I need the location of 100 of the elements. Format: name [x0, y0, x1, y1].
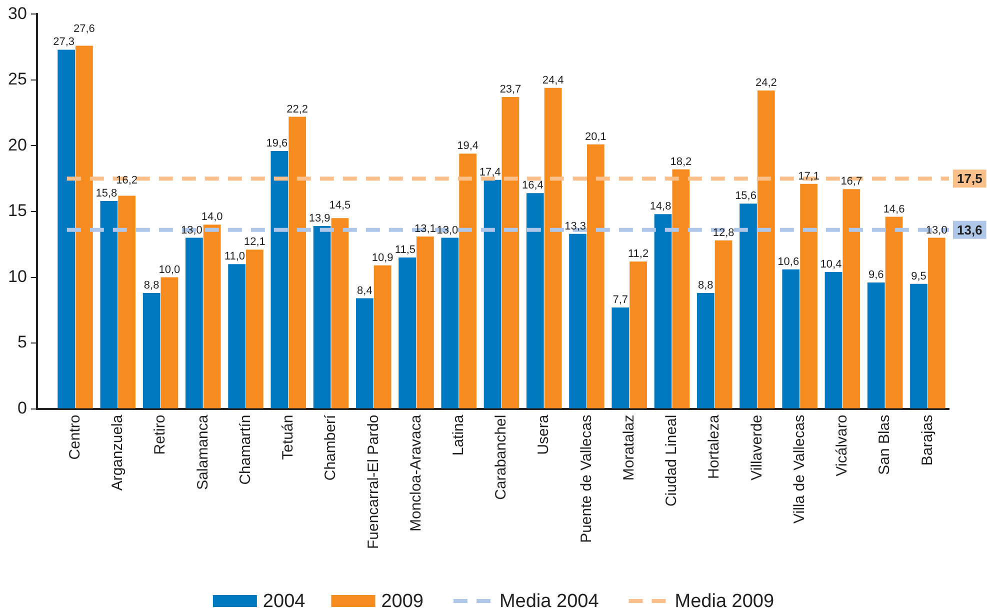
- x-tick-label: Villaverde: [748, 414, 766, 480]
- x-tick-label: Tetuán: [280, 414, 297, 460]
- data-label: 17,1: [798, 170, 820, 182]
- y-tick-label: 0: [17, 398, 27, 418]
- x-tick-label: Barajas: [918, 414, 936, 466]
- data-label: 13,1: [414, 223, 436, 236]
- y-tick-label: 25: [8, 70, 27, 89]
- bar: [441, 238, 459, 408]
- data-label: 11,5: [394, 244, 416, 256]
- bar: [842, 189, 860, 408]
- bar: [782, 269, 800, 408]
- y-tick-label: 10: [8, 266, 27, 286]
- data-label: 27,3: [53, 36, 75, 48]
- x-tick-label: Ciudad Lineal: [663, 414, 680, 507]
- data-label: 16,4: [522, 180, 544, 192]
- bar: [142, 293, 160, 408]
- bar: [288, 116, 306, 408]
- bar: [186, 238, 203, 408]
- bar: [58, 50, 75, 408]
- legend-label: Media 2009: [674, 591, 774, 612]
- data-label: 8,8: [144, 280, 160, 292]
- bar: [586, 144, 604, 408]
- text: 13,6: [957, 222, 982, 238]
- bar: [740, 204, 757, 408]
- data-label: 11,2: [628, 248, 649, 260]
- data-label: 8,8: [698, 280, 714, 292]
- bar: [714, 240, 732, 408]
- bar: [630, 261, 647, 408]
- bar: [910, 284, 928, 408]
- data-label: 18,2: [670, 156, 692, 168]
- data-label: 14,6: [883, 203, 905, 216]
- bar: [398, 258, 416, 408]
- x-tick-label: Chamartín: [236, 414, 254, 485]
- bar: [757, 90, 775, 408]
- x-tick-label: Vicálvaro: [834, 414, 851, 476]
- y-tick-label: 15: [8, 201, 27, 220]
- x-tick-label: Puente de Vallecas: [578, 414, 595, 543]
- x-tick-label: Moncloa-Aravaca: [407, 414, 424, 532]
- bar: [484, 180, 502, 408]
- bar: [526, 193, 544, 408]
- data-label: 19,4: [457, 140, 479, 152]
- x-tick-label: Usera: [535, 414, 552, 455]
- bar: [203, 224, 221, 408]
- data-label: 11,0: [224, 250, 246, 263]
- data-label: 10,0: [158, 264, 180, 276]
- data-label: 9,5: [911, 270, 926, 282]
- x-tick-label: Centro: [66, 414, 84, 460]
- bar: [654, 214, 672, 408]
- bar: [356, 298, 374, 408]
- bar: [313, 226, 331, 408]
- legend-label: Media 2004: [499, 591, 600, 612]
- bar: [502, 97, 520, 408]
- data-label: 14,0: [201, 211, 223, 224]
- bar: [416, 236, 434, 408]
- bar: [100, 200, 118, 408]
- x-tick-label: San Blas: [876, 414, 894, 475]
- bar: [76, 46, 93, 408]
- x-tick-label: Moratalaz: [620, 414, 638, 481]
- data-label: 10,4: [820, 258, 842, 271]
- bar: [270, 150, 288, 408]
- data-label: 22,2: [286, 103, 308, 116]
- data-label: 15,6: [735, 190, 756, 202]
- bar: [228, 264, 246, 408]
- bar: [867, 282, 885, 408]
- bar: [800, 184, 818, 408]
- bar: [696, 293, 714, 408]
- x-tick-label: Retiro: [152, 414, 169, 455]
- data-label: 13,3: [564, 220, 586, 232]
- data-label: 27,6: [74, 23, 95, 36]
- data-label: 23,7: [500, 84, 522, 96]
- bar: [928, 238, 946, 408]
- data-label: 24,2: [755, 77, 777, 90]
- x-tick-label: Hortaleza: [706, 414, 723, 479]
- bar: [331, 218, 349, 408]
- data-label: 17,4: [479, 166, 501, 178]
- data-label: 16,2: [116, 174, 138, 186]
- data-label: 20,1: [584, 130, 606, 143]
- bar: [672, 169, 690, 408]
- x-tick-label: Fuencarral-El Pardo: [364, 414, 382, 550]
- data-label: 16,7: [840, 176, 862, 188]
- legend-label: 2004: [262, 591, 306, 612]
- data-label: 12,8: [712, 226, 734, 239]
- x-tick-label: Carabanchel: [492, 414, 510, 500]
- data-label: 15,8: [96, 187, 118, 200]
- data-label: 10,6: [778, 256, 800, 268]
- data-label: 12,1: [244, 236, 266, 248]
- data-label: 8,4: [357, 284, 372, 297]
- data-label: 19,6: [266, 138, 288, 150]
- data-label: 13,9: [308, 212, 330, 224]
- data-label: 14,5: [329, 199, 351, 212]
- data-label: 13,0: [436, 224, 458, 236]
- bar: [374, 265, 392, 408]
- bar: [824, 272, 842, 408]
- x-tick-label: Arganzuela: [109, 414, 126, 491]
- x-tick-label: Villa de Vallecas: [790, 414, 808, 524]
- data-label: 14,8: [650, 200, 672, 213]
- bar: [569, 234, 586, 408]
- data-label: 13,0: [926, 224, 948, 236]
- data-label: 24,4: [542, 74, 564, 86]
- bar: [246, 250, 264, 408]
